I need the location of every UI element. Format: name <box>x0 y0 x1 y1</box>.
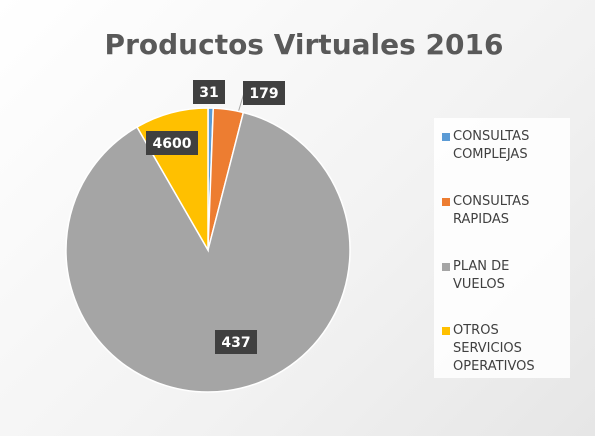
legend-label: CONSULTAS COMPLEJAS <box>453 129 530 162</box>
legend-entry: OTROS SERVICIOS OPERATIVOS <box>442 322 549 376</box>
data-label-box <box>243 81 285 105</box>
legend-swatch <box>442 133 450 141</box>
legend-entry: CONSULTAS COMPLEJAS <box>442 128 549 164</box>
legend-label: PLAN DE VUELOS <box>453 259 510 292</box>
legend-label: OTROS SERVICIOS OPERATIVOS <box>453 323 535 374</box>
data-label-box <box>193 80 225 104</box>
legend-entry: PLAN DE VUELOS <box>442 258 549 294</box>
legend-swatch <box>442 263 450 271</box>
legend-entry: CONSULTAS RAPIDAS <box>442 193 549 229</box>
data-label: 31 <box>199 85 218 101</box>
pie-slice <box>65 111 351 393</box>
data-label: 4600 <box>153 136 192 152</box>
chart-title: Productos Virtuales 2016 <box>105 28 504 61</box>
data-label-box <box>146 131 198 155</box>
legend-swatch <box>442 198 450 206</box>
legend-label: CONSULTAS RAPIDAS <box>453 194 530 227</box>
data-label-box <box>215 330 257 354</box>
data-label: 179 <box>249 86 278 102</box>
data-label: 437 <box>221 335 250 351</box>
legend: CONSULTAS COMPLEJAS CONSULTAS RAPIDAS PLAN… <box>434 118 570 378</box>
legend-swatch <box>442 327 450 335</box>
